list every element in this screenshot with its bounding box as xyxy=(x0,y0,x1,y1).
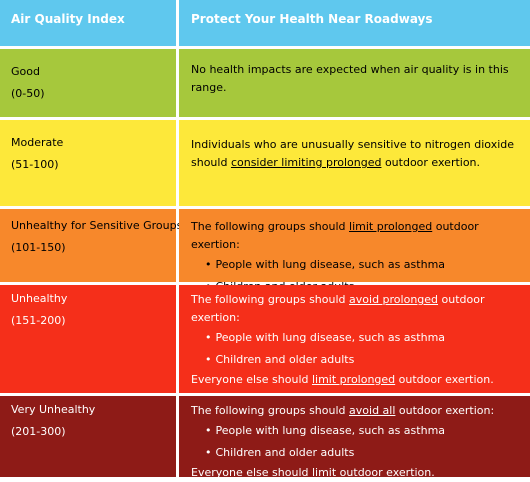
list-item: People with lung disease, such as asthma xyxy=(191,420,524,442)
range-label: (51-100) xyxy=(11,158,59,171)
list-item: People with lung disease, such as asthma xyxy=(191,327,524,349)
category-cell: Very Unhealthy (201-300) xyxy=(0,396,176,477)
category-cell: Moderate (51-100) xyxy=(0,120,176,206)
description-line: The following groups should limit prolon… xyxy=(191,220,479,251)
range-label: (101-150) xyxy=(11,241,66,254)
description-footer: Everyone else should limit prolonged out… xyxy=(191,373,494,386)
emphasis-text: consider limiting prolonged xyxy=(230,156,382,169)
row-very-unhealthy: Very Unhealthy (201-300) The following g… xyxy=(0,396,530,479)
header-aqi: Air Quality Index xyxy=(0,0,176,46)
table-header: Air Quality Index Protect Your Health Ne… xyxy=(0,0,530,46)
description-line: should consider limiting prolonged outdo… xyxy=(191,156,481,169)
category-label: Moderate xyxy=(11,136,64,149)
range-label: (201-300) xyxy=(11,425,66,438)
category-cell: Unhealthy for Sensitive Groups (101-150) xyxy=(0,209,182,282)
description-cell: The following groups should avoid prolon… xyxy=(179,285,530,393)
list-item: People with lung disease, such as asthma xyxy=(191,254,524,276)
description-line: Individuals who are unusually sensitive … xyxy=(191,138,515,151)
description-cell: The following groups should avoid all ou… xyxy=(179,396,530,479)
emphasis-text: limit prolonged xyxy=(349,220,433,233)
description-cell: Individuals who are unusually sensitive … xyxy=(179,120,530,206)
emphasis-text: limit prolonged xyxy=(311,373,396,386)
row-moderate: Moderate (51-100) Individuals who are un… xyxy=(0,120,530,206)
row-sensitive: Unhealthy for Sensitive Groups (101-150)… xyxy=(0,209,530,293)
header-protect: Protect Your Health Near Roadways xyxy=(179,0,530,46)
description-line: The following groups should avoid prolon… xyxy=(191,293,485,324)
description-line: The following groups should avoid all ou… xyxy=(191,404,495,417)
category-cell: Good (0-50) xyxy=(0,49,176,117)
bullet-list: People with lung disease, such as asthma… xyxy=(191,327,524,371)
category-label: Unhealthy xyxy=(11,292,68,305)
description-cell: No health impacts are expected when air … xyxy=(179,49,530,117)
list-item: Children and older adults xyxy=(191,349,524,371)
row-unhealthy: Unhealthy (151-200) The following groups… xyxy=(0,285,530,393)
bullet-list: People with lung disease, such as asthma… xyxy=(191,420,524,464)
category-cell: Unhealthy (151-200) xyxy=(0,285,176,393)
category-label: Very Unhealthy xyxy=(11,403,96,416)
list-item: Children and older adults xyxy=(191,442,524,464)
description-text: No health impacts are expected when air … xyxy=(191,63,509,94)
category-label: Unhealthy for Sensitive Groups xyxy=(11,219,183,232)
emphasis-text: avoid all xyxy=(349,404,396,417)
description-footer: Everyone else should limit outdoor exert… xyxy=(191,466,435,479)
category-label: Good xyxy=(11,65,40,78)
row-good: Good (0-50) No health impacts are expect… xyxy=(0,49,530,117)
range-label: (151-200) xyxy=(11,314,66,327)
emphasis-text: avoid prolonged xyxy=(349,293,439,306)
description-cell: The following groups should limit prolon… xyxy=(179,209,530,293)
range-label: (0-50) xyxy=(11,87,45,100)
